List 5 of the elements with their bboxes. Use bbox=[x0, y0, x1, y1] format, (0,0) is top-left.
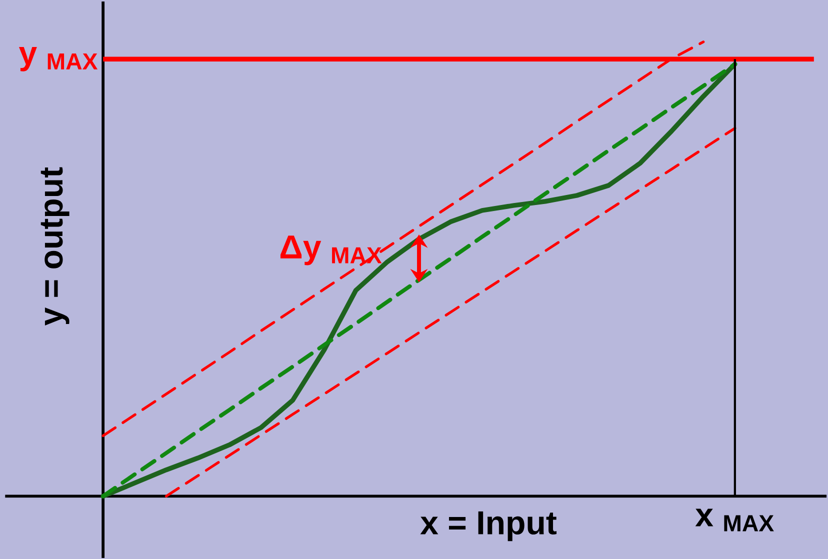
text: x $_{MAX}$ bbox=[695, 508, 774, 531]
y-axis-title: y = output bbox=[40, 167, 70, 326]
ref-line-label: y $_{MAX}$ bbox=[18, 46, 98, 72]
x-axis-title: x = Input bbox=[420, 511, 557, 541]
annotation: Δy $_{MAX}$ bbox=[280, 235, 382, 266]
